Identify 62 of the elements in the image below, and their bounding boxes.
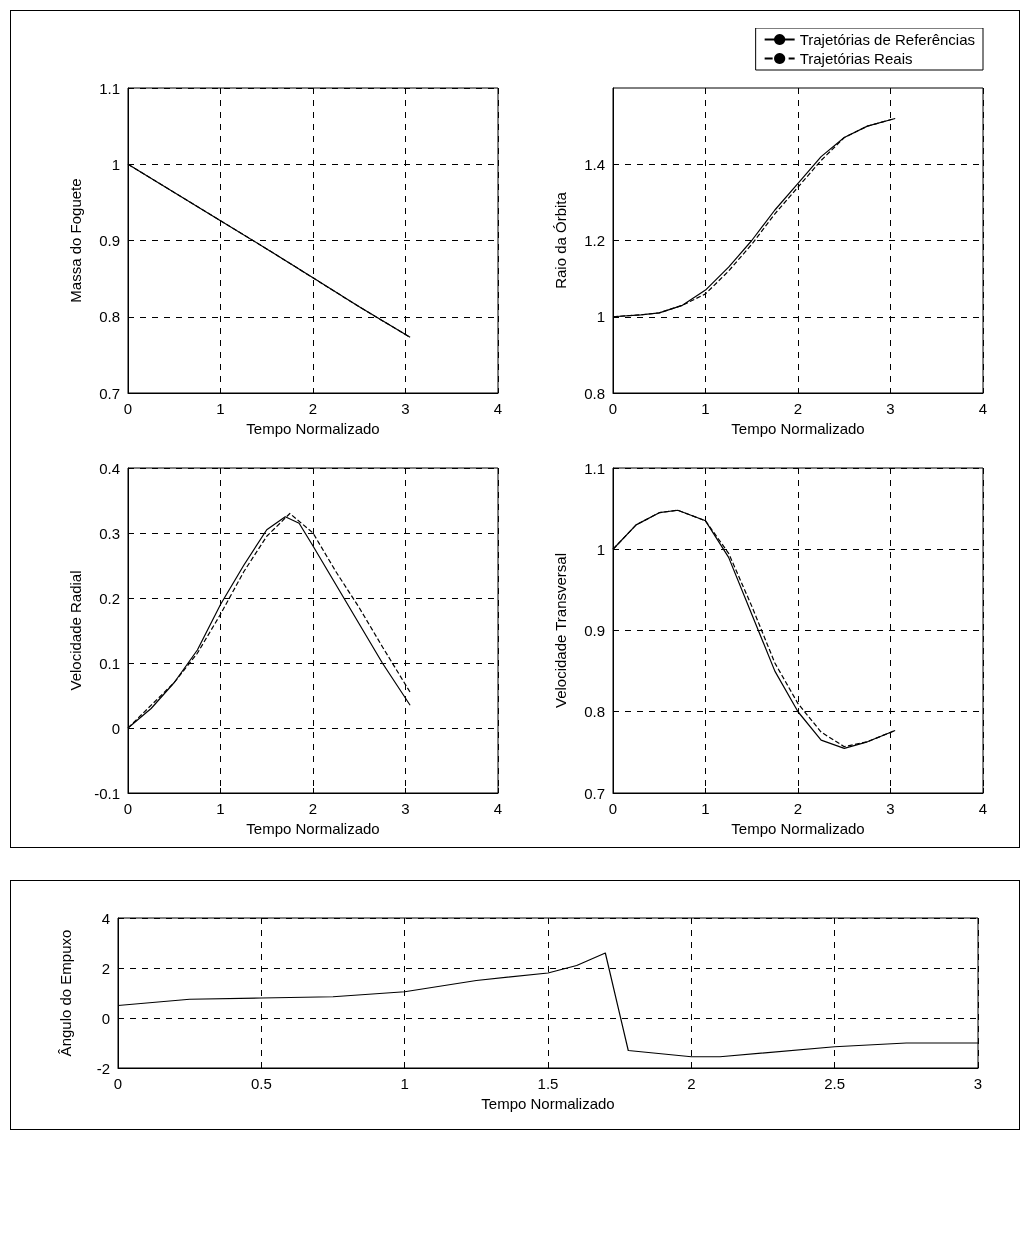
y-tick-label: 1.4 — [584, 155, 605, 173]
x-tick-label: 2 — [793, 800, 803, 817]
y-tick-label: 1 — [596, 540, 605, 558]
x-tick-label: 2 — [687, 1075, 696, 1092]
y-tick-label: 1 — [596, 308, 605, 326]
y-tick-label: 0.2 — [99, 589, 120, 607]
y-tick-label: 1 — [111, 155, 120, 173]
x-tick-label: 1 — [216, 800, 225, 817]
y-axis-title: Velocidade Radial — [67, 570, 84, 691]
x-tick-label: 2 — [793, 400, 803, 417]
x-tick-label: 4 — [978, 400, 988, 417]
y-axis-title: Massa do Foguete — [67, 178, 84, 303]
legend-label: Trajetórias Reais — [799, 50, 913, 67]
y-tick-label: 0.4 — [99, 459, 120, 477]
x-axis-title: Tempo Normalizado — [731, 820, 865, 837]
y-tick-label: 0.7 — [584, 784, 605, 802]
y-tick-label: 0.9 — [584, 622, 605, 639]
x-tick-label: 2 — [308, 400, 318, 417]
x-tick-label: 4 — [978, 800, 988, 817]
x-tick-label: 3 — [973, 1075, 983, 1092]
x-tick-label: 4 — [493, 800, 503, 817]
legend-label: Trajetórias de Referências — [799, 31, 975, 48]
y-tick-label: 0.9 — [99, 232, 120, 249]
x-tick-label: 3 — [401, 400, 410, 417]
y-axis-title: Ângulo do Empuxo — [57, 929, 74, 1057]
x-tick-label: 1 — [701, 400, 710, 417]
y-tick-label: 0 — [111, 719, 120, 737]
y-axis-title: Velocidade Transversal — [552, 552, 569, 709]
y-tick-label: 0.3 — [99, 524, 120, 542]
x-tick-label: 1.5 — [537, 1075, 559, 1092]
x-tick-label: 3 — [886, 400, 895, 417]
x-axis-title: Tempo Normalizado — [481, 1095, 615, 1112]
x-tick-label: 3 — [401, 800, 410, 817]
y-tick-label: 0.8 — [584, 703, 605, 721]
x-tick-label: 2 — [308, 800, 318, 817]
x-tick-label: 0 — [123, 400, 133, 417]
y-tick-label: 4 — [101, 909, 110, 927]
x-tick-label: 4 — [493, 400, 503, 417]
y-tick-label: 1.1 — [584, 459, 605, 477]
x-tick-label: 0 — [608, 800, 618, 817]
y-axis-title: Raio da Órbita — [552, 191, 569, 289]
x-tick-label: 0.5 — [250, 1075, 272, 1092]
y-tick-label: 0.7 — [99, 384, 120, 402]
x-axis-title: Tempo Normalizado — [731, 420, 865, 437]
x-tick-label: 1 — [216, 400, 225, 417]
y-tick-label: 2 — [101, 959, 110, 977]
x-tick-label: 2.5 — [824, 1075, 846, 1092]
x-tick-label: 0 — [123, 800, 133, 817]
x-tick-label: 1 — [701, 800, 710, 817]
y-tick-label: -2 — [96, 1059, 110, 1077]
y-tick-label: -0.1 — [94, 784, 120, 802]
y-tick-label: 0 — [101, 1009, 110, 1027]
x-axis-title: Tempo Normalizado — [246, 420, 380, 437]
y-tick-label: 0.1 — [99, 654, 120, 672]
y-tick-label: 0.8 — [99, 308, 120, 326]
x-tick-label: 1 — [400, 1075, 409, 1092]
y-tick-label: 1.2 — [584, 232, 605, 249]
y-tick-label: 0.8 — [584, 384, 605, 402]
x-axis-title: Tempo Normalizado — [246, 820, 380, 837]
y-tick-label: 1.1 — [99, 79, 120, 97]
x-tick-label: 3 — [886, 800, 895, 817]
x-tick-label: 0 — [608, 400, 618, 417]
